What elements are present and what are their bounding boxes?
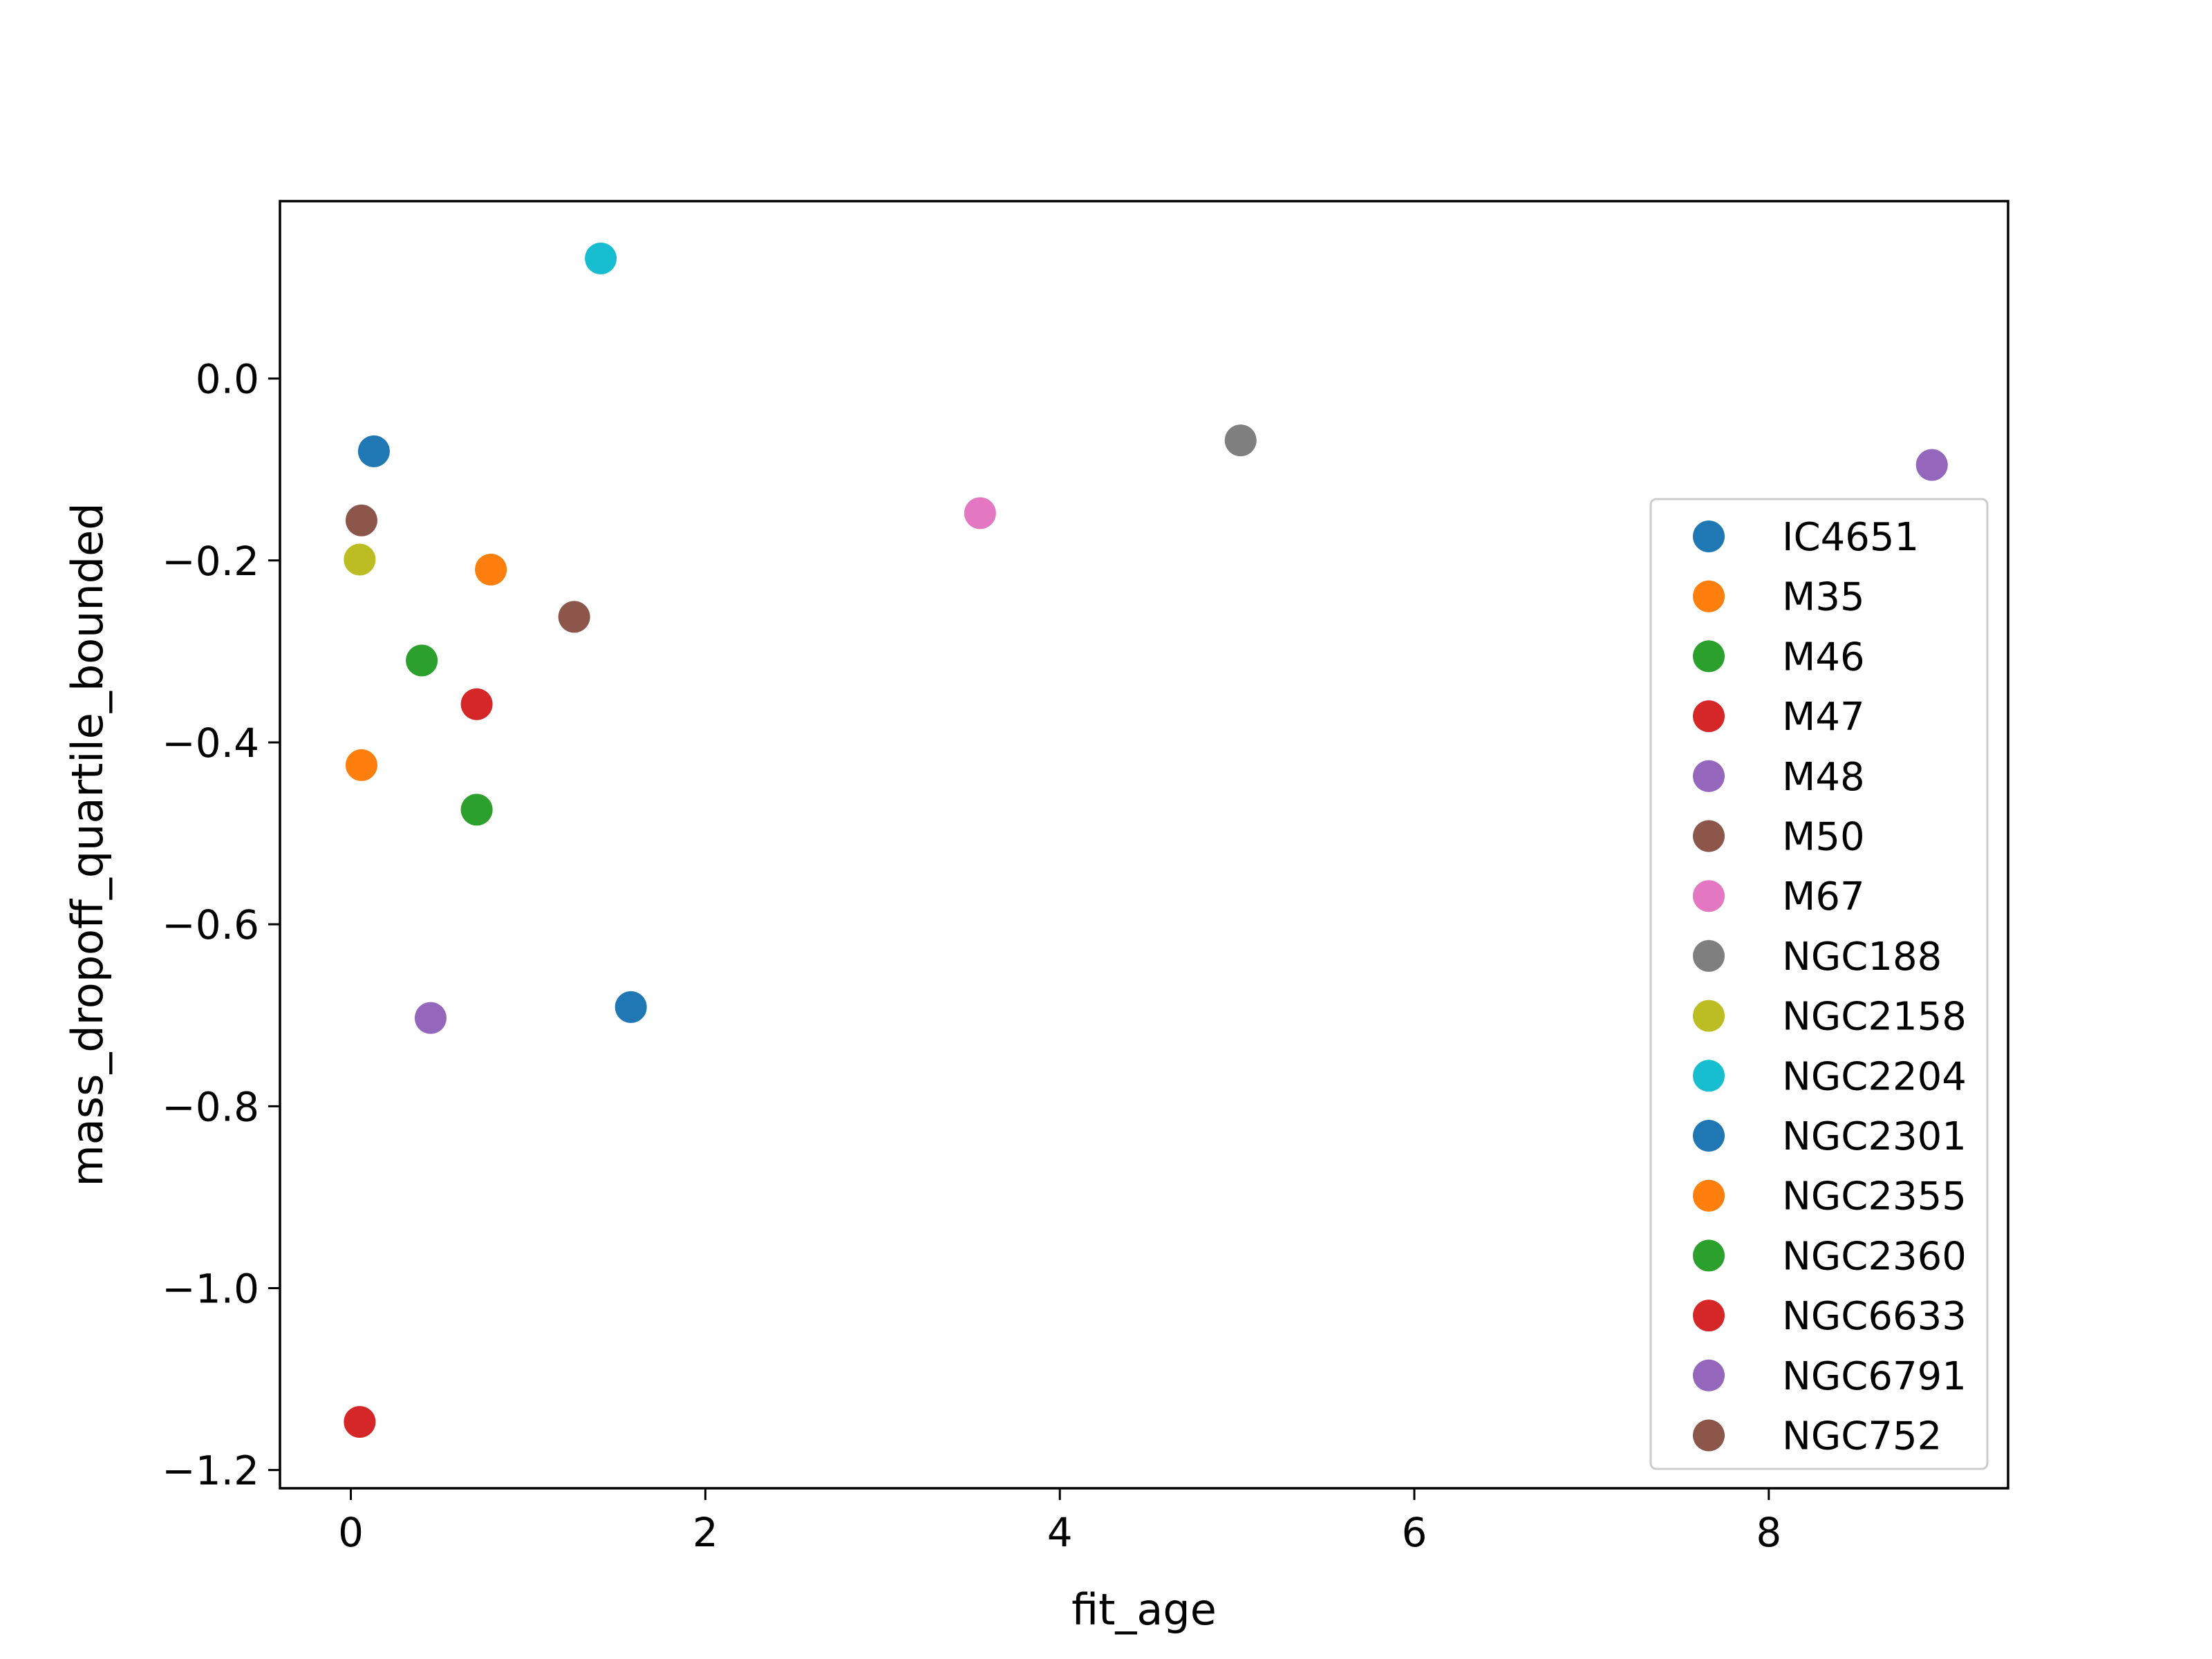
x-axis-ticks: 0 2 4 6 8 [338,1488,1781,1556]
point-ngc188 [1224,424,1257,457]
point-ic4651 [357,435,390,467]
legend: IC4651 M35 M46 M47 M48 M50 M67 NGC188 NGC2158 NGC… [1649,498,1989,1470]
legend-marker-ngc2204 [1693,1060,1725,1092]
point-ngc2360 [460,794,493,826]
legend-marker-ic4651 [1693,521,1725,552]
x-axis-label: fit_age [1071,1584,1217,1635]
legend-marker-ngc6791 [1693,1359,1725,1391]
legend-marker-m47 [1693,700,1725,733]
legend-label-m67: M67 [1782,874,1865,919]
legend-box [1649,498,1989,1470]
y-tick-label: −0.4 [162,720,259,767]
legend-label-m48: M48 [1782,755,1865,800]
legend-label-m50: M50 [1782,815,1865,860]
legend-label-ngc2158: NGC2158 [1782,995,1967,1040]
legend-marker-ngc752 [1693,1419,1725,1452]
legend-entries: IC4651 M35 M46 M47 M48 M50 M67 NGC188 NGC2158 NGC… [1693,515,1967,1459]
legend-marker-m35 [1693,580,1725,612]
legend-label-ngc188: NGC188 [1782,935,1942,980]
y-tick-label: 0.0 [196,356,259,403]
x-tick-label: 8 [1756,1509,1781,1556]
data-points [344,242,1948,1438]
legend-label-ngc752: NGC752 [1782,1414,1942,1459]
point-m67 [964,497,996,529]
point-m48 [414,1002,447,1034]
point-m46 [406,644,438,677]
plot-area-frame [279,200,2009,1490]
point-m47 [460,688,493,720]
y-axis-ticks: 0.0 −0.2 −0.4 −0.6 −0.8 −1.0 −1.2 [162,356,280,1494]
legend-marker-ngc2158 [1693,1000,1725,1032]
x-tick-label: 4 [1047,1509,1073,1556]
point-ngc2158 [344,543,376,576]
point-ngc6633 [344,1405,376,1438]
point-m35 [475,553,507,585]
legend-marker-ngc2301 [1693,1120,1725,1152]
y-tick-label: −0.8 [162,1083,259,1130]
legend-label-ngc6791: NGC6791 [1782,1354,1967,1399]
y-tick-label: −1.2 [162,1447,259,1494]
legend-label-ngc2204: NGC2204 [1782,1054,1967,1099]
point-ngc2301 [615,991,647,1023]
point-ngc752 [558,601,590,633]
legend-label-ngc6633: NGC6633 [1782,1294,1967,1339]
legend-marker-m46 [1693,640,1725,673]
legend-marker-ngc2360 [1693,1239,1725,1272]
legend-label-ngc2355: NGC2355 [1782,1174,1967,1219]
legend-marker-ngc188 [1693,939,1725,972]
legend-label-ngc2301: NGC2301 [1782,1114,1967,1159]
point-ngc6791 [1915,449,1948,481]
y-axis-label: mass_dropoff_quartile_bounded [62,503,113,1186]
legend-marker-m48 [1693,760,1725,792]
legend-label-m35: M35 [1782,575,1865,620]
x-tick-label: 2 [693,1509,718,1556]
legend-label-ngc2360: NGC2360 [1782,1234,1967,1279]
point-m50 [345,504,377,536]
x-tick-label: 6 [1402,1509,1427,1556]
legend-label-m47: M47 [1782,695,1865,740]
y-tick-label: −0.2 [162,538,259,585]
legend-marker-m50 [1693,820,1725,852]
legend-marker-m67 [1693,880,1725,912]
legend-label-m46: M46 [1782,635,1865,679]
y-tick-label: −1.0 [162,1266,259,1313]
legend-marker-ngc6633 [1693,1300,1725,1332]
legend-label-ic4651: IC4651 [1782,515,1919,560]
point-ngc2204 [585,242,617,274]
legend-marker-ngc2355 [1693,1179,1725,1212]
x-tick-label: 0 [338,1509,364,1556]
y-tick-label: −0.6 [162,901,259,948]
point-ngc2355 [345,749,377,781]
